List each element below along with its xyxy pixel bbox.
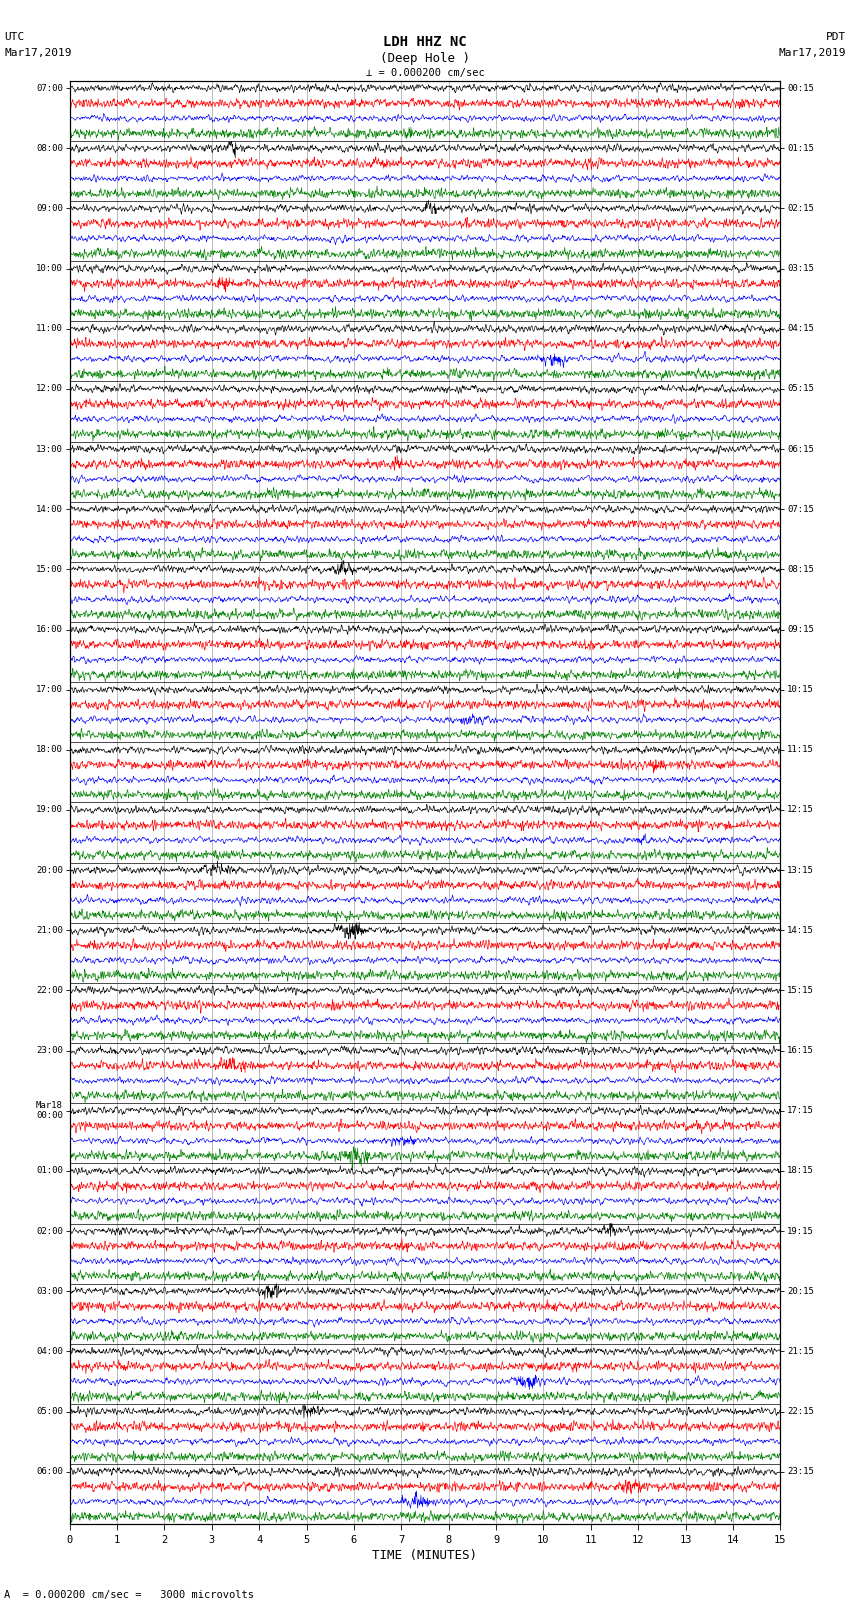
X-axis label: TIME (MINUTES): TIME (MINUTES) — [372, 1548, 478, 1561]
Text: Mar17,2019: Mar17,2019 — [779, 48, 846, 58]
Text: Mar17,2019: Mar17,2019 — [4, 48, 71, 58]
Text: (Deep Hole ): (Deep Hole ) — [380, 52, 470, 65]
Text: UTC: UTC — [4, 32, 25, 42]
Text: ⊥ = 0.000200 cm/sec: ⊥ = 0.000200 cm/sec — [366, 68, 484, 77]
Text: A  = 0.000200 cm/sec =   3000 microvolts: A = 0.000200 cm/sec = 3000 microvolts — [4, 1590, 254, 1600]
Text: LDH HHZ NC: LDH HHZ NC — [383, 35, 467, 50]
Text: PDT: PDT — [825, 32, 846, 42]
